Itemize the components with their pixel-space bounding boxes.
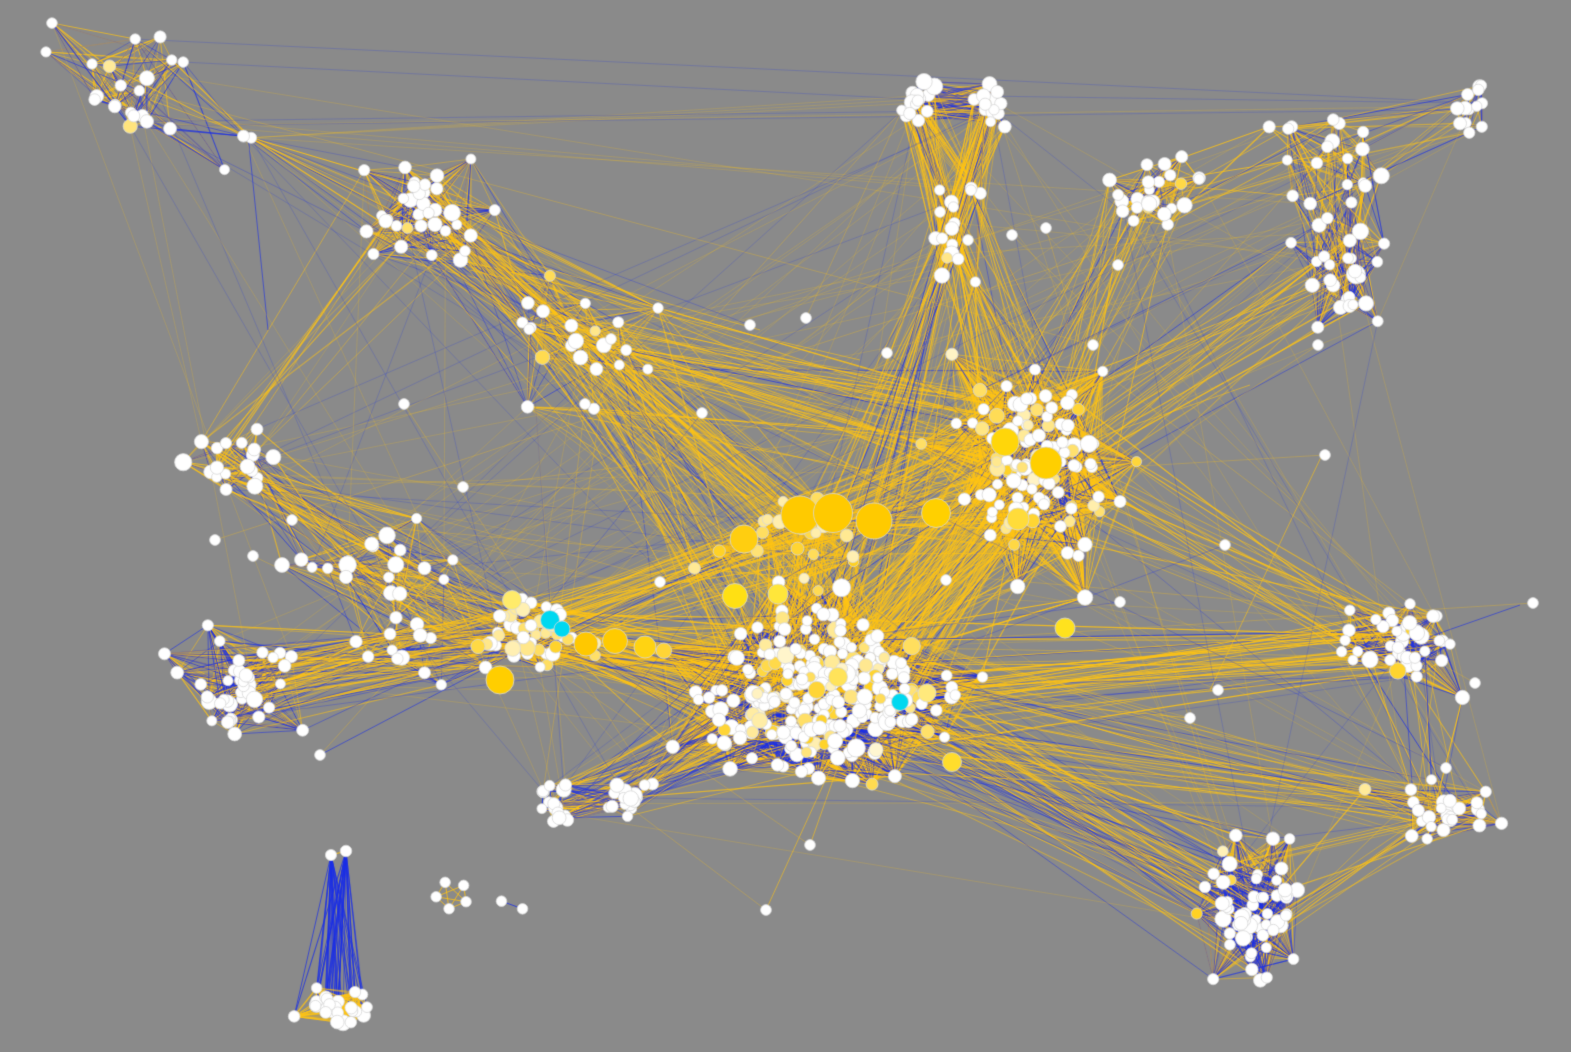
network-graph-plot[interactable]: [0, 0, 1571, 1052]
network-graph-canvas[interactable]: Force-directed network graph: [0, 0, 1571, 1052]
